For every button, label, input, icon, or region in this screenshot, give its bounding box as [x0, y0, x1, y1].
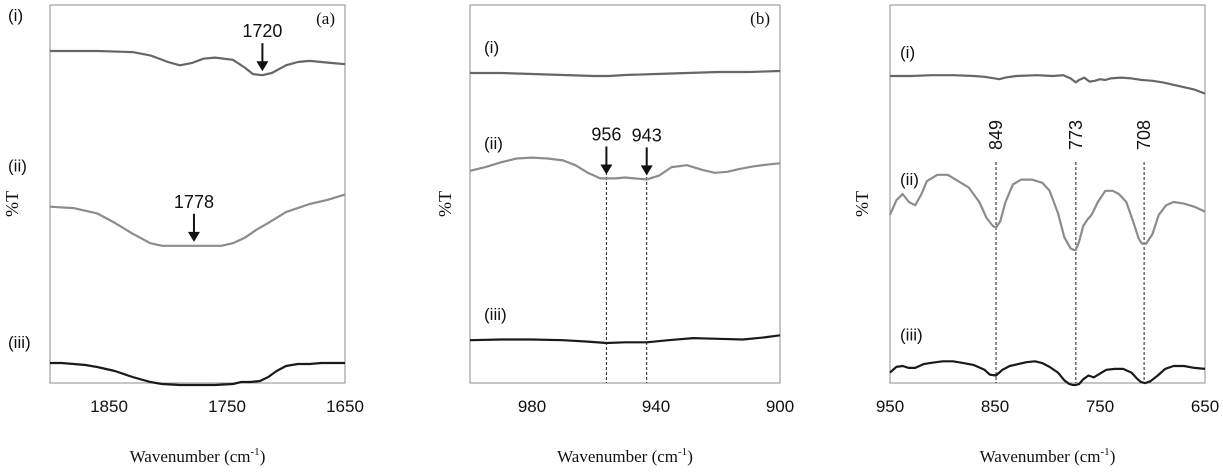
x-tick-label: 900: [766, 397, 794, 416]
x-tick-label: 1650: [326, 397, 364, 416]
x-tick-label: 850: [981, 397, 1009, 416]
peak-label: 1720: [242, 21, 282, 41]
plot-frame: [49, 4, 346, 384]
y-axis-title: %T: [2, 191, 22, 217]
plot-frame: [889, 4, 1206, 384]
series-label: (iii): [8, 333, 31, 352]
series-label: (ii): [900, 170, 919, 189]
trace-1: [50, 49, 346, 77]
series-label: (iii): [900, 326, 923, 345]
trace-1: [890, 74, 1206, 95]
series-label: (ii): [484, 134, 503, 153]
plot-frame: [469, 4, 781, 384]
peak-label: 708: [1134, 120, 1154, 150]
series-label: (ii): [8, 157, 27, 176]
peak-arrow-head: [640, 165, 653, 176]
x-axis-title: Wavenumber (cm-1): [557, 446, 693, 466]
x-tick-label: 940: [642, 397, 670, 416]
peak-label: 849: [986, 120, 1006, 150]
peak-label: 1778: [174, 192, 214, 212]
trace-2: [469, 156, 781, 181]
x-tick-label: 950: [876, 397, 904, 416]
x-tick-label: 1850: [90, 397, 128, 416]
x-tick-label: 650: [1191, 397, 1219, 416]
peak-label: 943: [632, 125, 662, 145]
trace-2: [888, 173, 1206, 252]
peak-arrow-head: [187, 231, 200, 242]
series-label: (i): [900, 43, 915, 62]
y-axis-title: %T: [435, 191, 455, 217]
panel-label: (b): [750, 9, 770, 28]
x-tick-label: 750: [1086, 397, 1114, 416]
trace-3: [469, 334, 781, 345]
x-tick-label: 980: [518, 397, 546, 416]
y-axis-title: %T: [852, 191, 872, 217]
peak-label: 773: [1066, 120, 1086, 150]
peak-arrow-head: [600, 164, 613, 175]
series-label: (i): [484, 38, 499, 57]
x-axis-title: Wavenumber (cm-1): [980, 446, 1116, 466]
panel-3: 950 850 750 650 Wavenumber (cm-1) %T (i) (ii) (i…: [852, 4, 1219, 466]
x-tick-label: 1750: [208, 397, 246, 416]
x-axis-title: Wavenumber (cm-1): [130, 446, 266, 466]
panel-2: (b) 980 940 900 Wavenumber (cm-1) %T (i) (ii) (i…: [435, 4, 794, 466]
panel-1: (a) 1850 1750 1650 Wavenumber (cm-1) %T (i) (ii…: [2, 4, 364, 466]
peak-label: 956: [591, 124, 621, 144]
series-label: (i): [8, 6, 23, 25]
trace-3: [50, 361, 345, 387]
panel-label: (a): [316, 9, 335, 28]
trace-1: [470, 69, 781, 78]
series-label: (iii): [484, 305, 507, 324]
trace-2: [49, 193, 346, 247]
trace-3: [889, 360, 1206, 387]
peak-arrow-head: [256, 61, 269, 72]
